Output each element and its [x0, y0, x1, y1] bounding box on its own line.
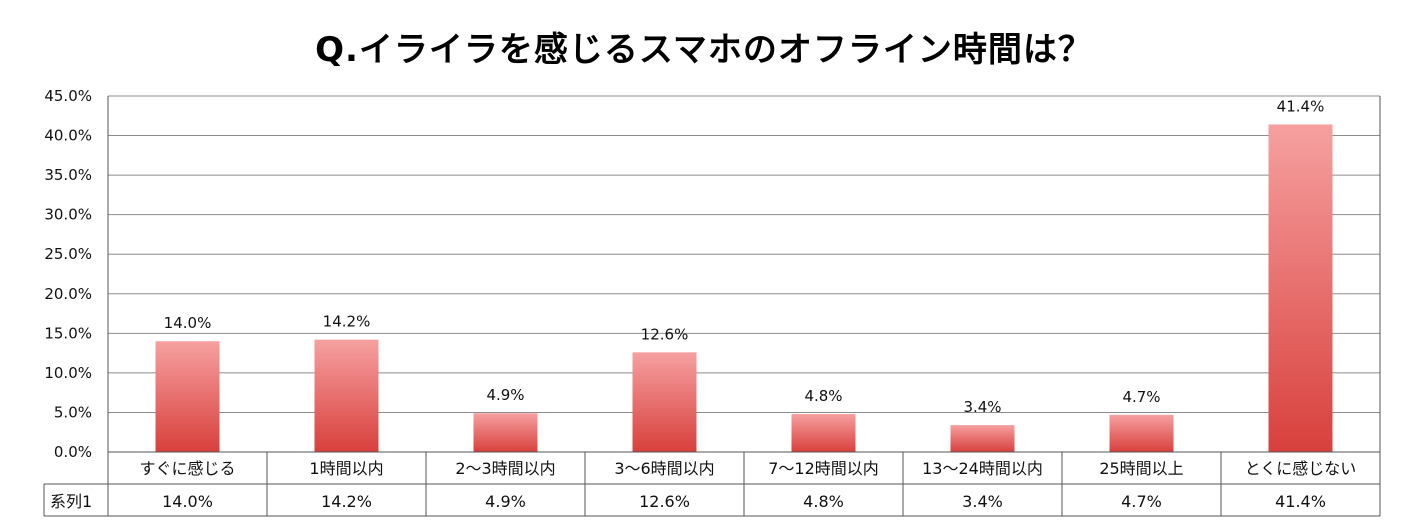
bar — [314, 339, 379, 452]
category-label: 7〜12時間以内 — [768, 459, 879, 478]
y-tick-label: 30.0% — [44, 206, 92, 224]
category-label: 3〜6時間以内 — [614, 459, 714, 478]
table-value: 4.7% — [1121, 492, 1162, 511]
y-tick-label: 5.0% — [54, 403, 92, 421]
bar — [950, 425, 1015, 452]
data-label: 12.6% — [641, 325, 689, 343]
data-label: 4.9% — [486, 386, 524, 404]
table-value: 4.8% — [803, 492, 844, 511]
y-tick-label: 10.0% — [44, 364, 92, 382]
table-value: 14.0% — [162, 492, 213, 511]
table-value: 41.4% — [1275, 492, 1326, 511]
y-tick-label: 40.0% — [44, 127, 92, 145]
category-label: 13〜24時間以内 — [922, 459, 1043, 478]
y-tick-label: 35.0% — [44, 166, 92, 184]
category-label: 1時間以内 — [309, 459, 383, 478]
bar — [1268, 124, 1333, 452]
gridlines — [108, 95, 1380, 413]
bar — [473, 413, 538, 452]
category-label: すぐに感じる — [139, 459, 235, 478]
y-axis: 0.0% 5.0% 10.0% 15.0% 20.0% 25.0% 30.0% 35.0% 40… — [44, 87, 92, 461]
bar — [632, 352, 697, 452]
data-label: 41.4% — [1277, 97, 1325, 115]
data-label: 4.7% — [1122, 388, 1160, 406]
category-label: とくに感じない — [1245, 459, 1357, 478]
table-value: 12.6% — [639, 492, 690, 511]
y-tick-label: 0.0% — [54, 443, 92, 461]
table-value: 4.9% — [485, 492, 526, 511]
bars — [155, 124, 1333, 452]
data-label: 3.4% — [963, 398, 1001, 416]
chart-title: Q.イライラを感じるスマホのオフライン時間は？ — [315, 30, 1093, 70]
y-tick-label: 25.0% — [44, 245, 92, 263]
data-labels: 14.0% 14.2% 4.9% 12.6% 4.8% 3.4% 4.7% 41.4% — [164, 97, 1325, 416]
category-label: 25時間以上 — [1099, 459, 1183, 478]
table-value: 3.4% — [962, 492, 1003, 511]
series-name: 系列1 — [50, 492, 92, 511]
data-label: 14.2% — [323, 313, 371, 331]
bar — [1109, 414, 1174, 452]
data-label: 4.8% — [804, 387, 842, 405]
bar — [791, 414, 856, 452]
y-tick-label: 45.0% — [44, 87, 92, 105]
data-table: すぐに感じる 14.0% 1時間以内 14.2% 2〜3時間以内 4.9% 3〜6時間以内 1… — [43, 96, 1381, 517]
data-label: 14.0% — [164, 314, 212, 332]
y-tick-label: 15.0% — [44, 324, 92, 342]
bar — [155, 341, 220, 452]
y-tick-label: 20.0% — [44, 285, 92, 303]
table-value: 14.2% — [321, 492, 372, 511]
category-label: 2〜3時間以内 — [455, 459, 555, 478]
